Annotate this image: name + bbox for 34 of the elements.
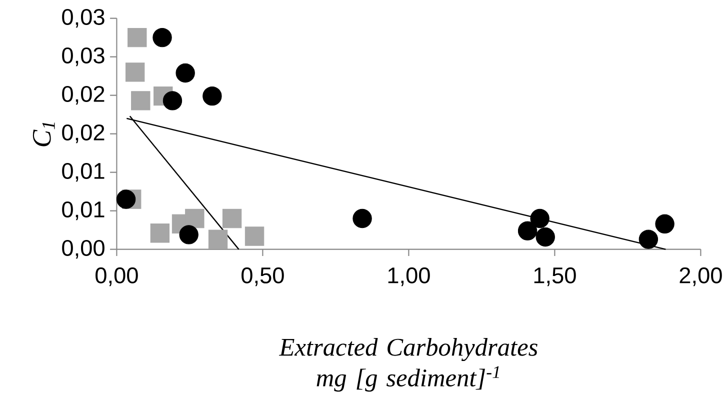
point (126, 62, 145, 82)
point (152, 28, 172, 48)
point (202, 86, 222, 106)
point (655, 214, 674, 234)
y-tick-label: 0,01 (62, 162, 104, 182)
x-tick-label: 0,50 (242, 267, 284, 286)
x-tick-label: 1,50 (534, 267, 576, 286)
y-tick-label: 0,03 (62, 8, 104, 28)
point (116, 190, 136, 209)
point (179, 225, 198, 244)
point (536, 227, 555, 247)
point (176, 63, 195, 83)
y-tick-label: 0,03 (62, 47, 104, 66)
x-axis-title: Extracted Carbohydrates mg [g sediment]$^{-1}$ (278, 338, 538, 392)
x-tick-label: 0,00 (96, 267, 138, 286)
point (150, 224, 170, 243)
point (162, 91, 182, 110)
point (208, 230, 228, 249)
point (128, 28, 147, 48)
point (638, 230, 658, 249)
point (352, 208, 372, 228)
point (131, 91, 150, 110)
y-tick-label: 0,00 (62, 240, 104, 259)
y-tick-label: 0,01 (62, 201, 104, 220)
point (530, 208, 550, 228)
y-tick-label: 0,02 (62, 124, 104, 144)
point (244, 226, 264, 246)
x-tick-label: 1,00 (388, 267, 430, 286)
point (185, 208, 204, 228)
y-axis-title: C$_{1}$ (32, 122, 55, 146)
point (222, 208, 242, 228)
point (518, 221, 538, 240)
y-tick-label: 0,02 (62, 86, 104, 105)
x-tick-label: 2,00 (680, 267, 722, 286)
